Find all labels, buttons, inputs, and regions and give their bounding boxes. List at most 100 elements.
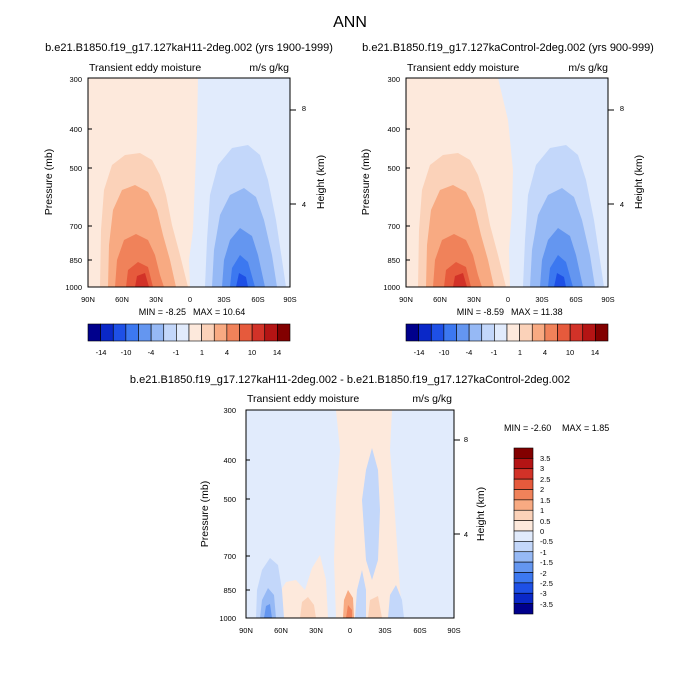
x-tick-label: 60S: [251, 295, 264, 304]
colorbar-swatch: [513, 530, 534, 542]
height-tick-label: 4: [620, 200, 624, 209]
colorbar-swatch: [176, 323, 190, 342]
plot-frame: [245, 409, 455, 619]
colorbar-label: 1: [540, 506, 544, 515]
x-tick-label: 60S: [569, 295, 582, 304]
x-tick-label: 90S: [601, 295, 614, 304]
colorbar-swatch: [494, 323, 508, 342]
colorbar-swatch: [531, 323, 546, 342]
height-axis: 8 4: [454, 435, 468, 539]
main-title: ANN: [333, 14, 367, 31]
colorbar-swatch: [506, 323, 520, 342]
x-tick-label: 30N: [309, 626, 323, 635]
colorbar-swatch: [201, 323, 215, 342]
y-tick-label: 400: [387, 125, 400, 134]
x-tick-label: 60N: [433, 295, 447, 304]
colorbar-label: 2.5: [540, 475, 550, 484]
max-label: MAX = 11.38: [511, 307, 563, 317]
height-tick-label: 8: [302, 104, 306, 113]
colorbar-label: 14: [591, 348, 599, 357]
panel-control: b.e21.B1850.f19_g17.127kaControl-2deg.00…: [360, 42, 654, 357]
colorbar-swatch: [239, 323, 253, 342]
x-tick-label: 30S: [378, 626, 391, 635]
contour-band-negative-0-5-c: [388, 585, 404, 618]
y-tick-label: 500: [387, 164, 400, 173]
y-tick-label: 1000: [219, 614, 236, 623]
colorbar-swatch: [513, 458, 534, 470]
colorbar-label: -2.5: [540, 579, 553, 588]
colorbar-swatch: [405, 323, 419, 342]
colorbar-swatch: [513, 592, 534, 604]
panel-left-string: Transient eddy moisture: [89, 62, 201, 74]
height-axis-label: Height (km): [633, 155, 645, 209]
colorbar-label: 3.5: [540, 454, 550, 463]
colorbar-label: -4: [466, 348, 473, 357]
colorbar-label: 2: [540, 485, 544, 494]
y-axis-ticks: 300 400 500 700 850 1000: [65, 75, 92, 292]
colorbar-swatch: [418, 323, 432, 342]
panel-title: b.e21.B1850.f19_g17.127kaH11-2deg.002 (y…: [45, 42, 333, 54]
contour-band-negative-0-5-d: [362, 448, 380, 580]
height-axis-label: Height (km): [315, 155, 327, 209]
height-tick-label: 4: [302, 200, 306, 209]
x-tick-label: 90S: [447, 626, 460, 635]
x-tick-label: 0: [348, 626, 352, 635]
colorbar-label: -1: [491, 348, 498, 357]
contour-band-negative-1-5-a: [264, 604, 272, 618]
height-axis: 8 4: [290, 104, 306, 209]
colorbar-label: -4: [148, 348, 155, 357]
colorbar-label: -10: [121, 348, 132, 357]
colorbar-label: 4: [225, 348, 229, 357]
min-label: MIN = -8.25: [139, 307, 186, 317]
y-tick-label: 850: [69, 256, 82, 265]
height-axis: 8 4: [608, 104, 624, 209]
colorbar-swatch: [513, 489, 534, 501]
x-tick-label: 0: [506, 295, 510, 304]
colorbar-swatch: [557, 323, 571, 342]
y-tick-label: 1000: [383, 283, 400, 292]
contour-band-positive-lower: [275, 555, 328, 618]
colorbar-label: -1.5: [540, 558, 553, 567]
colorbar-swatch: [513, 561, 534, 573]
colorbar-label: 4: [543, 348, 547, 357]
colorbar-difference: [513, 447, 534, 615]
colorbar-label: 0: [540, 527, 544, 536]
contour-band-negative-0-5-b: [355, 570, 366, 618]
colorbar-swatch: [595, 323, 609, 342]
panel-left-string: Transient eddy moisture: [247, 393, 359, 405]
colorbar-swatch: [277, 323, 291, 342]
colorbar-swatch: [456, 323, 470, 342]
y-axis-ticks: 300 400 500 700 850 1000: [383, 75, 410, 292]
x-tick-label: 90S: [283, 295, 296, 304]
y-axis-label: Pressure (mb): [43, 149, 55, 216]
colorbar-label: 1: [518, 348, 522, 357]
colorbar-swatch: [513, 447, 534, 459]
contour-band-positive-small: [368, 596, 382, 618]
panel-right-string: m/s g/kg: [412, 393, 452, 405]
contour-band-positive-0-5: [300, 597, 316, 618]
x-tick-label: 0: [188, 295, 192, 304]
height-tick-label: 8: [464, 435, 468, 444]
x-tick-label: 30S: [535, 295, 548, 304]
contour-band-negative-1-a: [260, 588, 276, 618]
panel-h11: b.e21.B1850.f19_g17.127kaH11-2deg.002 (y…: [43, 42, 333, 357]
panel-difference: b.e21.B1850.f19_g17.127kaH11-2deg.002 - …: [130, 374, 609, 635]
colorbar-label: 10: [566, 348, 574, 357]
colorbar-labels: -14 -10 -4 -1 1 4 10 14: [414, 348, 600, 357]
colorbar-swatch: [513, 603, 534, 615]
x-tick-label: 90N: [81, 295, 95, 304]
colorbar-swatch: [519, 323, 533, 342]
colorbar-labels: -14 -10 -4 -1 1 4 10 14: [96, 348, 282, 357]
colorbar-swatch: [264, 323, 278, 342]
plot-frame: [405, 77, 609, 288]
height-axis-label: Height (km): [475, 487, 487, 541]
y-tick-label: 400: [223, 456, 236, 465]
y-tick-label: 400: [69, 125, 82, 134]
panel-right-string: m/s g/kg: [568, 62, 608, 74]
max-label: MAX = 10.64: [193, 307, 245, 317]
colorbar-label: -14: [414, 348, 425, 357]
contour-field: [246, 410, 454, 618]
colorbar-label: -2: [540, 569, 547, 578]
colorbar-swatch: [163, 323, 177, 342]
